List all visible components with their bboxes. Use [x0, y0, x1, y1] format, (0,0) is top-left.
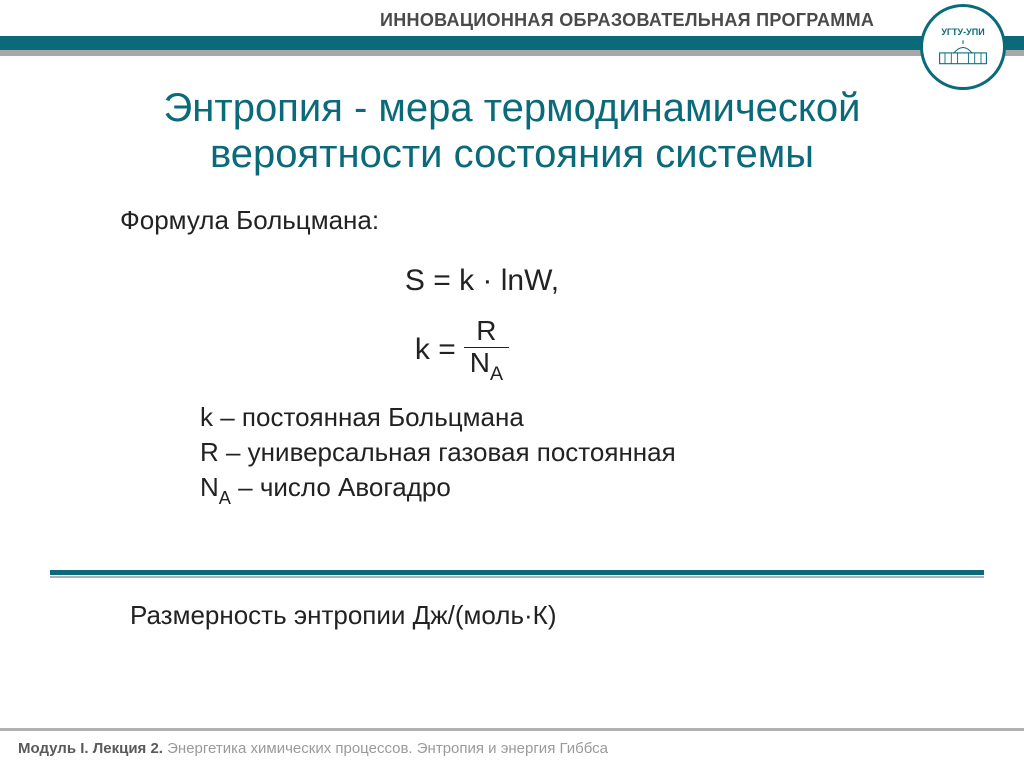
fraction-numerator: R — [470, 316, 502, 347]
definitions: k – постоянная Больцмана R – универсальн… — [200, 400, 964, 509]
formula-boltzmann: S = k · lnW, — [0, 264, 964, 298]
formula-k-eq: k = — [415, 333, 456, 367]
definition-na: NA – число Авогадро — [200, 470, 964, 509]
dimension-text: Размерность энтропии Дж/(моль·К) — [130, 600, 557, 631]
slide-title: Энтропия - мера термодинамической вероят… — [50, 85, 974, 177]
definition-k: k – постоянная Больцмана — [200, 400, 964, 435]
logo-text: УГТУ-УПИ — [941, 27, 984, 37]
logo-inner: УГТУ-УПИ — [936, 28, 990, 66]
formula-boltzmann-text: S = k · lnW, — [405, 264, 559, 297]
footer-rest: Энергетика химических процессов. Энтропи… — [163, 740, 608, 757]
content-area: Формула Больцмана: S = k · lnW, k = R NA… — [120, 205, 964, 509]
header-rule-secondary — [0, 50, 1024, 56]
logo-badge: УГТУ-УПИ — [920, 4, 1006, 90]
fraction: R NA — [464, 316, 509, 384]
formula-k: k = R NA — [120, 316, 964, 384]
footer-module: Модуль I. Лекция 2. — [18, 740, 163, 757]
footer: Модуль I. Лекция 2. Энергетика химически… — [18, 740, 608, 757]
program-label: ИННОВАЦИОННАЯ ОБРАЗОВАТЕЛЬНАЯ ПРОГРАММА — [380, 10, 874, 31]
building-icon — [936, 38, 990, 66]
content-divider — [50, 570, 984, 578]
subheading: Формула Больцмана: — [120, 205, 964, 236]
header-rule-primary — [0, 36, 1024, 50]
definition-r: R – универсальная газовая постоянная — [200, 435, 964, 470]
footer-rule — [0, 728, 1024, 731]
fraction-denominator: NA — [464, 347, 509, 384]
